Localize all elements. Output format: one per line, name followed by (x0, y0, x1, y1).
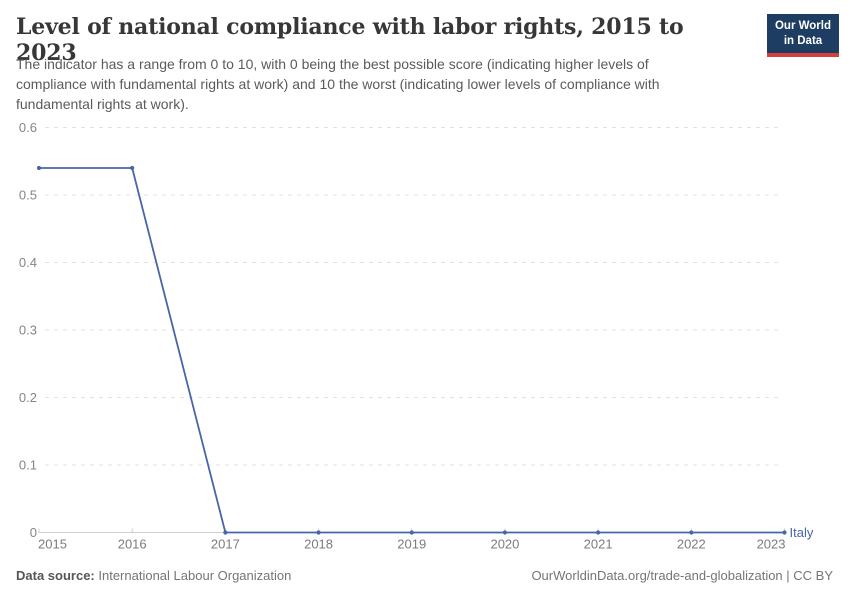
data-point-marker (223, 530, 228, 535)
data-line (39, 167, 785, 534)
x-axis-tick-label: 2020 (490, 537, 519, 552)
data-point-marker (596, 530, 601, 535)
chart-footer: Data source: International Labour Organi… (16, 568, 833, 583)
chart-title: Level of national compliance with labor … (16, 14, 684, 67)
data-point-marker (316, 530, 321, 535)
data-point-marker (782, 530, 787, 535)
data-point-marker (409, 530, 414, 535)
data-source-label: Data source: (16, 568, 95, 583)
data-source-value: International Labour Organization (98, 568, 292, 583)
y-axis-tick-label: 0.2 (19, 390, 37, 405)
series-end-label[interactable]: Italy (790, 525, 814, 540)
x-axis-tick-label: 2015 (38, 537, 67, 552)
data-point-marker (689, 530, 694, 535)
data-point-marker (36, 165, 42, 171)
x-axis-tick-label: 2018 (304, 537, 333, 552)
y-axis-tick-label: 0 (30, 525, 37, 540)
x-axis-tick-label: 2017 (211, 537, 240, 552)
x-axis-tick-label: 2016 (118, 537, 147, 552)
y-axis-tick-label: 0.5 (19, 188, 37, 203)
data-source: Data source: International Labour Organi… (16, 568, 291, 583)
y-axis-tick-label: 0.6 (19, 120, 37, 135)
owid-logo-line1: Our World (774, 20, 831, 32)
data-point-marker (130, 165, 135, 171)
y-axis-tick-label: 0.3 (19, 323, 37, 338)
x-axis-tick-label: 2023 (757, 537, 786, 552)
credit-link[interactable]: OurWorldinData.org/trade-and-globalizati… (531, 568, 833, 583)
owid-logo[interactable]: Our World in Data (767, 14, 839, 57)
owid-logo-line2: in Data (783, 34, 823, 47)
x-axis-tick-label: 2019 (397, 537, 426, 552)
x-axis-tick-label: 2021 (584, 537, 613, 552)
chart-subtitle: The indicator has a range from 0 to 10, … (16, 56, 660, 112)
y-axis-tick-label: 0.1 (19, 458, 37, 473)
data-point-marker (502, 530, 508, 535)
x-axis-tick-label: 2022 (677, 537, 706, 552)
y-axis-tick-label: 0.4 (19, 255, 37, 270)
